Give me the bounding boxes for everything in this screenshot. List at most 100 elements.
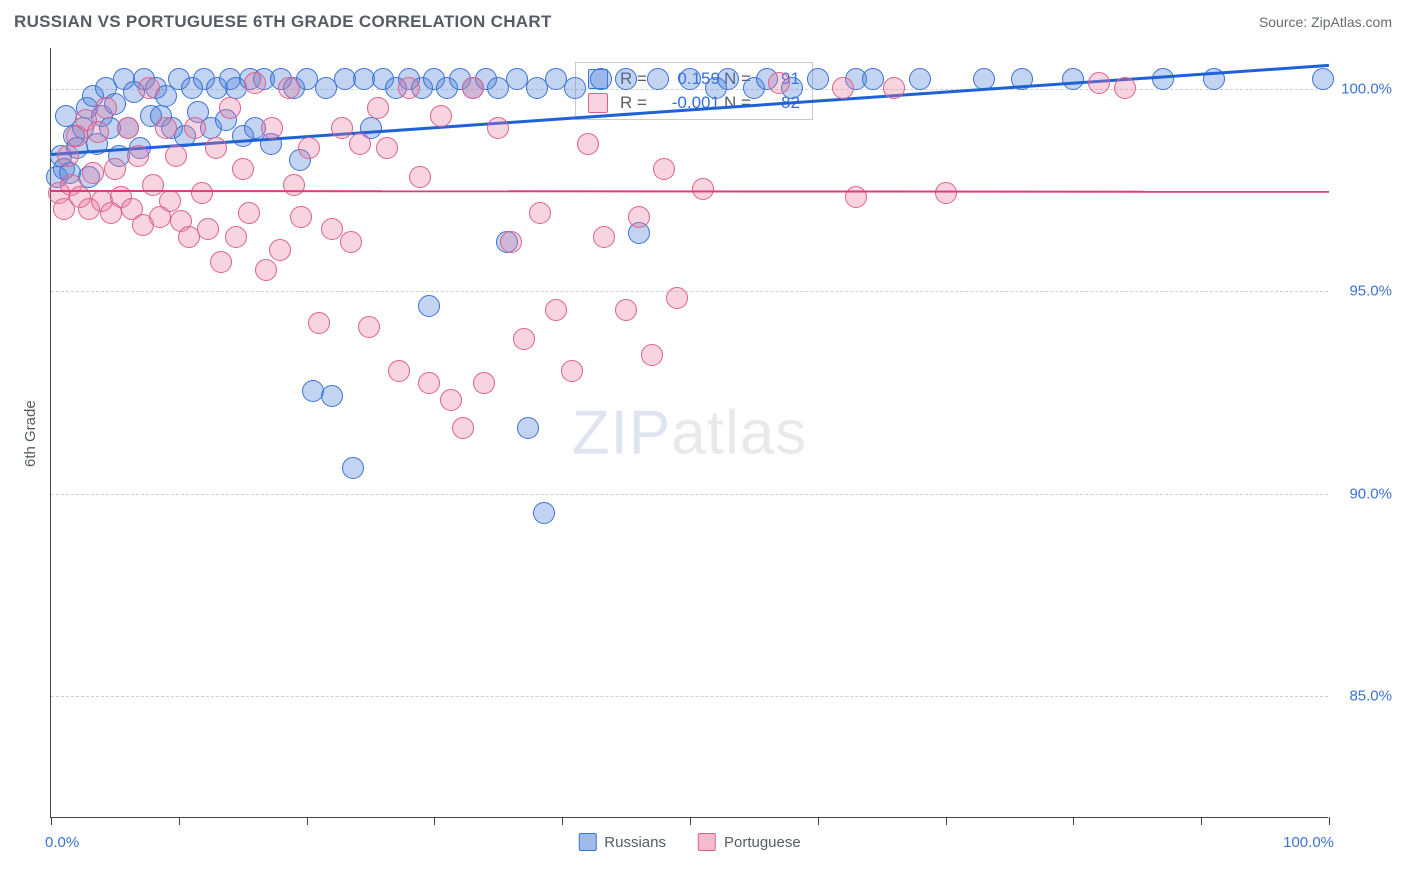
data-point <box>628 206 650 228</box>
stats-r-label: R = <box>620 69 656 89</box>
data-point <box>270 68 292 90</box>
data-point <box>104 158 126 180</box>
data-point <box>121 198 143 220</box>
x-tick <box>1201 817 1202 825</box>
data-point <box>95 97 117 119</box>
data-point <box>409 166 431 188</box>
stats-swatch <box>588 69 608 89</box>
data-point <box>561 360 583 382</box>
data-point <box>210 251 232 273</box>
data-point <box>308 312 330 334</box>
stats-r-value: 0.159 <box>660 69 720 89</box>
data-point <box>76 97 98 119</box>
data-point <box>513 328 535 350</box>
data-point <box>418 295 440 317</box>
data-point <box>187 101 209 123</box>
data-point <box>238 202 260 224</box>
data-point <box>430 105 452 127</box>
data-point <box>296 68 318 90</box>
data-point <box>360 117 382 139</box>
data-point <box>184 117 206 139</box>
data-point <box>376 137 398 159</box>
data-point <box>178 226 200 248</box>
legend-item: Russians <box>578 833 666 851</box>
x-tick <box>1329 817 1330 825</box>
watermark: ZIPatlas <box>572 397 807 468</box>
data-point <box>123 81 145 103</box>
data-point <box>50 145 72 167</box>
data-point <box>593 226 615 248</box>
source-label: Source: ZipAtlas.com <box>1259 14 1392 30</box>
data-point <box>845 186 867 208</box>
data-point <box>545 299 567 321</box>
data-point <box>255 259 277 281</box>
data-point <box>283 174 305 196</box>
data-point <box>321 385 343 407</box>
data-point <box>342 457 364 479</box>
data-point <box>219 97 241 119</box>
data-point <box>60 174 82 196</box>
trend-line <box>51 190 1329 193</box>
data-point <box>517 417 539 439</box>
data-point <box>321 218 343 240</box>
data-point <box>340 231 362 253</box>
data-point <box>358 316 380 338</box>
data-point <box>545 68 567 90</box>
data-point <box>628 222 650 244</box>
y-axis-label: 6th Grade <box>22 400 39 467</box>
data-point <box>150 105 172 127</box>
data-point <box>155 117 177 139</box>
stats-swatch <box>588 93 608 113</box>
data-point <box>48 182 70 204</box>
data-point <box>289 149 311 171</box>
chart-title: RUSSIAN VS PORTUGUESE 6TH GRADE CORRELAT… <box>14 12 552 32</box>
data-point <box>193 68 215 90</box>
data-point <box>82 162 104 184</box>
data-point <box>113 68 135 90</box>
data-point <box>46 166 68 188</box>
data-point <box>935 182 957 204</box>
y-tick-label: 90.0% <box>1349 485 1392 502</box>
legend-label: Portuguese <box>724 834 801 851</box>
legend-swatch <box>698 833 716 851</box>
data-point <box>349 133 371 155</box>
stats-n-label: N = <box>724 69 760 89</box>
data-point <box>862 68 884 90</box>
data-point <box>132 214 154 236</box>
data-point <box>506 68 528 90</box>
data-point <box>533 502 555 524</box>
stats-legend-box: R =0.159N =91R =-0.001N =82 <box>575 62 813 120</box>
gridline-h <box>51 291 1328 292</box>
data-point <box>78 198 100 220</box>
gridline-h <box>51 494 1328 495</box>
stats-r-label: R = <box>620 93 656 113</box>
data-point <box>577 133 599 155</box>
data-point <box>225 226 247 248</box>
data-point <box>1088 72 1110 94</box>
data-point <box>104 93 126 115</box>
data-point <box>615 299 637 321</box>
x-tick <box>946 817 947 825</box>
data-point <box>78 166 100 188</box>
data-point <box>197 218 219 240</box>
data-point <box>100 202 122 224</box>
data-point <box>75 109 97 131</box>
data-point <box>215 109 237 131</box>
data-point <box>496 231 518 253</box>
plot-area: ZIPatlas R =0.159N =91R =-0.001N =82 Rus… <box>50 48 1328 818</box>
data-point <box>117 117 139 139</box>
x-tick <box>179 817 180 825</box>
x-tick <box>51 817 52 825</box>
data-point <box>353 68 375 90</box>
x-tick <box>307 817 308 825</box>
data-point <box>253 68 275 90</box>
data-point <box>149 206 171 228</box>
x-min-label: 0.0% <box>45 834 79 851</box>
data-point <box>66 125 88 147</box>
x-max-label: 100.0% <box>1283 834 1334 851</box>
data-point <box>232 158 254 180</box>
data-point <box>170 210 192 232</box>
data-point <box>66 137 88 159</box>
data-point <box>1152 68 1174 90</box>
data-point <box>334 68 356 90</box>
